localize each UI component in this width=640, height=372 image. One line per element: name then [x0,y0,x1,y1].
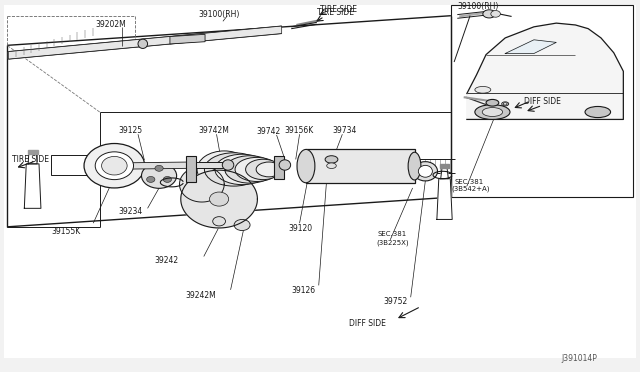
Ellipse shape [475,105,510,119]
Text: 39202M: 39202M [95,20,126,29]
Polygon shape [306,149,415,183]
Text: 39100(RH): 39100(RH) [198,10,240,19]
Text: SEC.381: SEC.381 [454,179,483,185]
Text: TIRE SIDE: TIRE SIDE [12,155,49,164]
Ellipse shape [279,160,291,170]
Text: 39155K: 39155K [52,227,81,236]
Text: 39234: 39234 [119,207,143,216]
Ellipse shape [209,192,228,206]
Text: 39100(RH): 39100(RH) [458,2,499,11]
Text: 39242M: 39242M [186,291,217,300]
Text: 39242: 39242 [154,256,178,266]
Text: TIRE SIDE: TIRE SIDE [317,8,354,17]
Text: 39742: 39742 [256,127,280,136]
Text: (3B542+A): (3B542+A) [452,186,490,192]
Polygon shape [505,40,556,54]
Ellipse shape [503,103,507,105]
Polygon shape [170,34,205,44]
Ellipse shape [297,150,315,183]
Bar [451,4,633,197]
Bar [192,162,224,167]
Polygon shape [437,179,452,219]
Ellipse shape [212,217,225,226]
Ellipse shape [326,163,336,169]
Polygon shape [8,26,282,59]
Text: TIRE SIDE: TIRE SIDE [320,4,357,13]
Ellipse shape [491,10,500,17]
Ellipse shape [163,176,172,182]
Text: 39734: 39734 [333,126,357,135]
Bar [186,157,196,182]
Ellipse shape [147,176,155,182]
Polygon shape [179,167,224,202]
Ellipse shape [475,86,491,93]
Ellipse shape [235,157,278,182]
Ellipse shape [102,157,127,175]
Ellipse shape [95,152,134,180]
Ellipse shape [84,144,145,188]
Bar [51,155,100,175]
Ellipse shape [225,156,275,183]
Polygon shape [467,23,623,119]
Ellipse shape [408,152,421,180]
Text: DIFF SIDE: DIFF SIDE [524,97,561,106]
Bar [274,157,284,179]
Ellipse shape [483,10,495,18]
Ellipse shape [141,163,177,188]
Text: 39752: 39752 [384,297,408,306]
Ellipse shape [246,159,281,180]
Text: 39156K: 39156K [285,126,314,135]
Polygon shape [28,154,37,164]
Ellipse shape [585,106,611,118]
Ellipse shape [138,39,148,48]
Polygon shape [28,150,38,154]
Ellipse shape [413,162,438,181]
Text: 39120: 39120 [288,224,312,233]
Text: DIFF SIDE: DIFF SIDE [349,320,386,328]
Polygon shape [24,164,41,208]
Ellipse shape [486,99,499,106]
Text: SEC.381: SEC.381 [378,231,407,237]
Polygon shape [181,170,257,228]
Ellipse shape [234,219,250,231]
Ellipse shape [256,162,282,177]
Ellipse shape [155,166,163,171]
Ellipse shape [215,154,269,185]
Text: 39125: 39125 [119,126,143,135]
Ellipse shape [419,166,433,177]
Polygon shape [441,168,449,179]
Ellipse shape [197,151,252,188]
Ellipse shape [482,108,502,116]
Polygon shape [102,162,189,169]
Ellipse shape [325,156,338,163]
Text: (3B225X): (3B225X) [376,239,409,246]
Ellipse shape [204,153,263,186]
Ellipse shape [502,102,509,106]
Ellipse shape [222,160,234,170]
Text: 39742M: 39742M [198,126,230,135]
Polygon shape [440,164,449,168]
Text: J391014P: J391014P [561,354,597,363]
Text: 39126: 39126 [291,286,316,295]
